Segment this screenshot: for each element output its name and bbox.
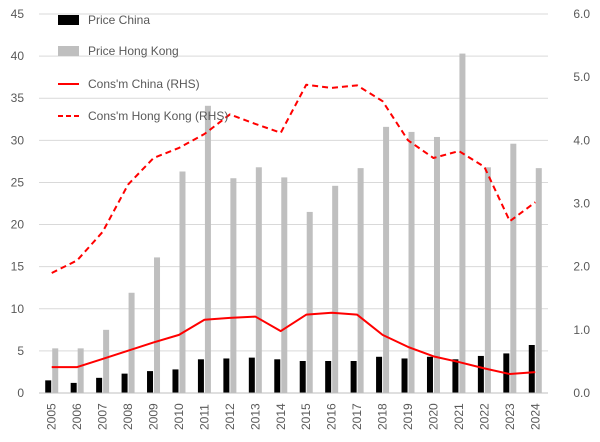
bar-price-china	[45, 380, 52, 393]
x-tick-label: 2010	[172, 403, 186, 430]
bar-price-hong-kong	[306, 211, 313, 393]
bar-price-hong-kong	[433, 136, 440, 393]
x-tick-label: 2021	[452, 403, 466, 430]
x-axis: 2005 2006 2007 2008 2009 2010 2011 2012 2013 2014…	[39, 392, 548, 430]
bar-price-hong-kong	[281, 177, 288, 393]
left-tick-label: 30	[11, 133, 25, 147]
bar-price-hong-kong	[484, 167, 491, 393]
bar-price-china	[172, 369, 179, 393]
right-y-axis: 0.0 1.0 2.0 3.0 4.0 5.0 6.0	[573, 7, 590, 400]
right-tick-label: 1.0	[573, 323, 590, 337]
left-tick-label: 45	[11, 7, 25, 21]
legend: Price China Price Hong Kong Cons'm China (…	[58, 13, 228, 123]
legend-label: Cons'm Hong Kong (RHS)	[88, 109, 228, 123]
bar-price-china	[426, 356, 433, 393]
legend-swatch	[58, 15, 79, 25]
left-tick-label: 0	[17, 386, 24, 400]
bar-price-hong-kong	[230, 178, 237, 393]
x-tick-label: 2005	[45, 403, 59, 430]
left-tick-label: 20	[11, 218, 25, 232]
bar-price-hong-kong	[383, 126, 390, 393]
bar-price-hong-kong	[204, 105, 211, 394]
bar-price-china	[121, 373, 128, 393]
bar-price-hong-kong	[357, 168, 364, 393]
legend-consumption-china: Cons'm China (RHS)	[58, 77, 200, 91]
x-tick-label: 2008	[121, 403, 135, 430]
right-tick-label: 6.0	[573, 7, 590, 21]
x-tick-label: 2018	[376, 403, 390, 430]
bar-price-hong-kong	[255, 167, 262, 393]
legend-label: Cons'm China (RHS)	[88, 77, 200, 91]
bar-price-china	[528, 344, 535, 393]
bar-price-hong-kong	[179, 171, 186, 393]
bar-price-china	[299, 360, 306, 393]
bar-price-china	[401, 358, 408, 393]
bar-price-hong-kong	[510, 143, 517, 393]
bar-price-china	[248, 357, 255, 393]
legend-consumption-hong-kong: Cons'm Hong Kong (RHS)	[58, 109, 228, 123]
bar-price-china	[274, 359, 281, 393]
x-tick-label: 2006	[70, 403, 84, 430]
bar-price-hong-kong	[154, 257, 161, 393]
bar-price-hong-kong	[52, 348, 59, 393]
x-tick-label: 2017	[350, 403, 364, 430]
left-tick-label: 15	[11, 260, 25, 274]
x-tick-label: 2022	[477, 403, 491, 430]
bar-price-hong-kong	[459, 53, 466, 394]
bar-price-china	[70, 382, 77, 393]
bar-price-china	[325, 360, 332, 393]
bar-price-china	[477, 355, 484, 393]
x-tick-label: 2016	[325, 403, 339, 430]
legend-label: Price Hong Kong	[88, 44, 179, 58]
bar-price-hong-kong	[408, 131, 415, 393]
right-tick-label: 5.0	[573, 70, 590, 84]
legend-price-hong-kong: Price Hong Kong	[58, 44, 179, 58]
x-tick-label: 2011	[197, 404, 211, 430]
bar-price-china	[223, 358, 230, 393]
x-tick-label: 2020	[426, 403, 440, 430]
bar-price-hong-kong	[77, 348, 84, 393]
bars	[45, 53, 542, 394]
x-tick-label: 2014	[274, 403, 288, 430]
x-tick-label: 2023	[503, 403, 517, 430]
gridlines	[39, 13, 548, 394]
bar-price-hong-kong	[128, 292, 135, 393]
right-tick-label: 4.0	[573, 133, 590, 147]
bar-price-china	[452, 359, 459, 393]
right-tick-label: 3.0	[573, 197, 590, 211]
left-tick-label: 5	[17, 344, 24, 358]
bar-price-hong-kong	[103, 329, 110, 393]
right-tick-label: 2.0	[573, 260, 590, 274]
bar-price-hong-kong	[332, 185, 339, 393]
line-consumption-china	[51, 311, 536, 376]
bar-price-china	[197, 359, 204, 393]
legend-label: Price China	[88, 13, 150, 27]
bar-price-china	[376, 356, 383, 393]
bar-price-china	[96, 377, 103, 393]
x-tick-label: 2024	[528, 403, 542, 430]
x-tick-label: 2019	[401, 403, 415, 430]
x-tick-label: 2009	[147, 403, 161, 430]
x-tick-label: 2007	[96, 403, 110, 430]
left-tick-label: 35	[11, 91, 25, 105]
legend-swatch	[58, 46, 79, 56]
x-tick-label: 2012	[223, 403, 237, 430]
bar-price-china	[350, 360, 357, 393]
line-consumption-hong-kong	[51, 83, 536, 274]
left-tick-label: 40	[11, 49, 25, 63]
lines	[51, 83, 536, 376]
left-tick-label: 25	[11, 175, 25, 189]
x-tick-label: 2013	[248, 403, 262, 430]
left-y-axis: 0 5 10 15 20 25 30 35 40 45	[11, 7, 25, 400]
legend-price-china: Price China	[58, 13, 150, 27]
left-tick-label: 10	[11, 302, 25, 316]
bar-price-china	[147, 371, 154, 393]
x-tick-label: 2015	[299, 403, 313, 430]
right-tick-label: 0.0	[573, 386, 590, 400]
bar-price-hong-kong	[535, 168, 542, 393]
